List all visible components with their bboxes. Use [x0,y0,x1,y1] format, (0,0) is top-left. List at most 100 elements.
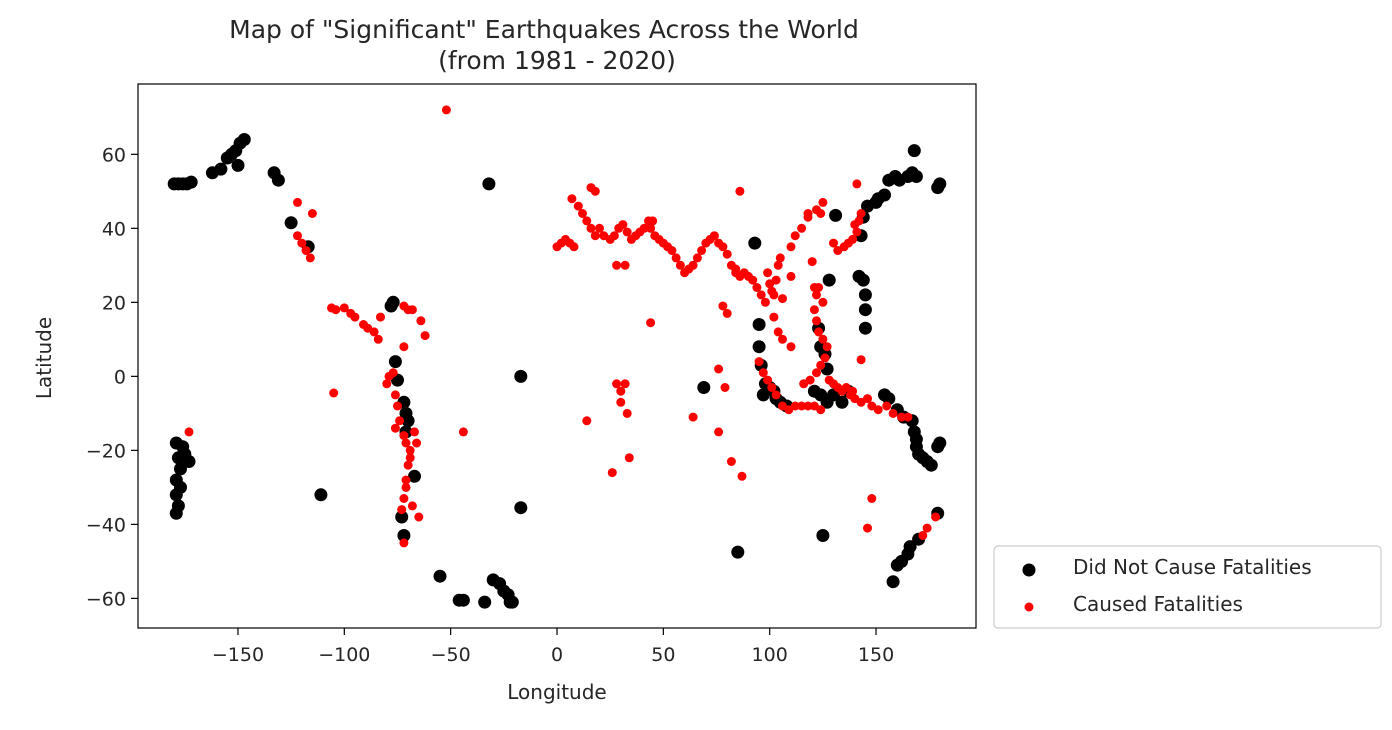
fatality-point [756,290,766,300]
y-tick-label: 60 [102,144,126,166]
legend-label-fatalities: Caused Fatalities [1073,592,1243,616]
no-fatality-point [503,595,517,609]
fatality-point [812,316,821,326]
fatality-point [688,260,698,270]
no-fatality-point [816,529,830,542]
fatality-point [778,294,787,304]
fatality-point [818,334,828,344]
legend-label-no-fatalities: Did Not Cause Fatalities [1073,555,1312,579]
fatality-point [648,216,658,226]
fatality-point [763,375,773,385]
legend-frame [993,545,1382,629]
fatality-point [573,201,583,211]
no-fatality-point [822,273,836,287]
fatality-point [760,297,770,307]
no-fatality-point [182,455,196,468]
no-fatality-point [395,510,409,524]
no-fatality-point [386,295,400,309]
y-tick-label: 0 [114,366,126,388]
no-fatality-point [456,593,470,607]
legend-marker-no-fatalities [1022,563,1036,577]
plot-frame [137,83,977,629]
fatality-point [405,453,415,463]
fatality-point [850,220,860,230]
chart-subtitle: (from 1981 - 2020) [438,46,676,75]
fatality-point [822,342,832,352]
fatality-point [582,416,592,426]
fatality-point [722,249,732,259]
fatality-point [856,209,866,218]
y-tick-label: 20 [102,292,126,314]
fatality-point [401,482,411,492]
no-fatality-point [408,469,421,483]
fatality-point [416,316,426,326]
y-tick-label: −20 [86,440,126,462]
fatality-point [401,438,411,448]
fatality-point [399,431,409,441]
fatality-point [773,260,783,270]
fatality-point [414,512,424,522]
fatality-point [769,312,779,322]
fatality-point [607,468,617,478]
chart-title: Map of "Significant" Earthquakes Across … [229,15,859,44]
fatality-point [848,234,858,244]
fatality-point [735,186,745,196]
no-fatality-point [697,381,711,394]
fatality-point [873,405,883,415]
no-fatality-point [214,162,228,176]
fatality-point [754,357,764,367]
fatality-point [390,390,400,400]
no-fatality-point [284,216,298,230]
fatality-point [814,327,824,337]
y-axis-ticks: −60 −40 −20 0 20 40 60 [86,144,138,610]
fatality-point [407,305,417,315]
fatality-point [882,401,892,411]
fatality-point [812,368,821,378]
fatality-point [778,334,787,344]
fatality-point [797,223,807,233]
no-fatality-point [909,170,923,183]
fatality-point [852,179,862,189]
fatality-point [399,538,409,548]
fatality-point [758,368,768,378]
no-fatality-point [482,177,496,191]
fatality-point [373,334,383,344]
fatality-point [903,412,913,422]
fatality-point [829,238,838,248]
fatality-point [639,223,649,233]
fatality-point [624,453,634,463]
fatality-point [931,512,941,522]
fatality-point [329,388,339,398]
fatality-point [293,197,302,207]
fatality-point [397,505,407,515]
fatality-point [622,227,632,237]
fatality-point [922,523,932,533]
fatality-point [809,305,819,315]
fatality-point [816,209,826,218]
fatality-point [646,223,656,233]
fatality-point [752,283,762,292]
fatality-point [609,231,619,241]
no-fatality-point [907,144,921,158]
fatality-point [301,246,311,255]
no-fatality-point [478,595,492,609]
fatality-point [382,379,392,389]
fatality-point [771,275,781,285]
no-fatality-point [886,575,900,589]
y-tick-label: −60 [86,588,126,610]
fatality-point [818,297,828,307]
fatality-point [590,231,600,241]
no-fatality-point [237,133,251,146]
fatality-point [405,445,415,455]
fatality-point [856,355,866,365]
fatality-point [767,383,777,392]
no-fatality-point [388,355,402,369]
no-fatality-point [433,569,447,583]
fatality-point [803,401,813,411]
fatality-point [726,457,736,466]
no-fatality-point [933,177,947,191]
no-fatality-point [924,458,938,472]
fatality-point [350,312,360,322]
fatality-point [618,220,628,230]
